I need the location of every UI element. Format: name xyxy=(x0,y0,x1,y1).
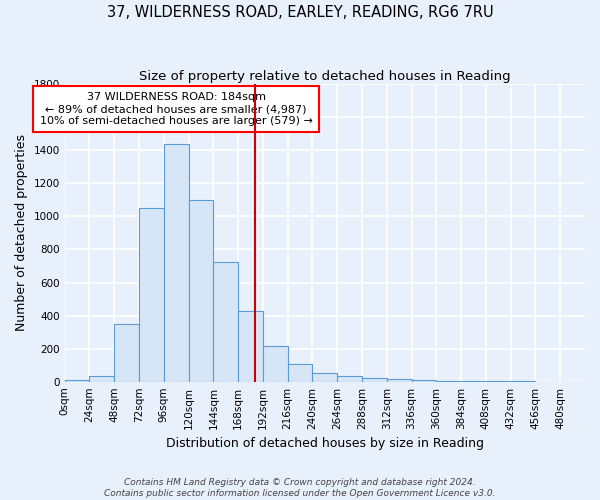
Bar xyxy=(313,372,337,382)
Bar xyxy=(362,378,387,382)
Bar xyxy=(89,376,114,382)
Bar xyxy=(65,380,89,382)
Text: 37 WILDERNESS ROAD: 184sqm  
← 89% of detached houses are smaller (4,987)
10% of: 37 WILDERNESS ROAD: 184sqm ← 89% of deta… xyxy=(40,92,313,126)
Y-axis label: Number of detached properties: Number of detached properties xyxy=(15,134,28,332)
Bar xyxy=(263,346,287,382)
Bar xyxy=(188,200,214,382)
Bar xyxy=(436,381,461,382)
X-axis label: Distribution of detached houses by size in Reading: Distribution of detached houses by size … xyxy=(166,437,484,450)
Bar xyxy=(337,376,362,382)
Bar xyxy=(412,380,436,382)
Text: Contains HM Land Registry data © Crown copyright and database right 2024.
Contai: Contains HM Land Registry data © Crown c… xyxy=(104,478,496,498)
Bar xyxy=(387,379,412,382)
Text: 37, WILDERNESS ROAD, EARLEY, READING, RG6 7RU: 37, WILDERNESS ROAD, EARLEY, READING, RG… xyxy=(107,5,493,20)
Bar xyxy=(139,208,164,382)
Bar xyxy=(114,324,139,382)
Bar xyxy=(287,364,313,382)
Bar xyxy=(214,262,238,382)
Bar xyxy=(164,144,188,382)
Title: Size of property relative to detached houses in Reading: Size of property relative to detached ho… xyxy=(139,70,511,83)
Bar xyxy=(461,381,486,382)
Bar xyxy=(238,310,263,382)
